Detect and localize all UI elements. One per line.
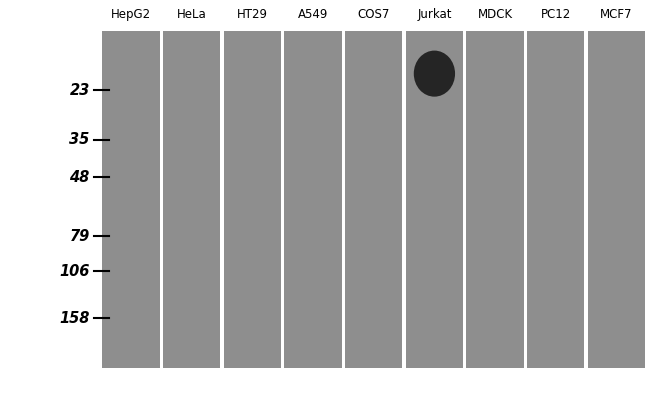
Text: MCF7: MCF7 [600, 8, 632, 21]
Bar [527, 31, 584, 368]
Bar [345, 31, 402, 368]
Text: HT29: HT29 [237, 8, 268, 21]
Bar [285, 31, 342, 368]
Text: HeLa: HeLa [177, 8, 207, 21]
Bar [588, 31, 645, 368]
Bar [103, 31, 160, 368]
Text: 48: 48 [70, 170, 90, 185]
Text: MDCK: MDCK [478, 8, 513, 21]
Text: HepG2: HepG2 [111, 8, 151, 21]
Ellipse shape [414, 51, 455, 97]
Text: 106: 106 [59, 264, 90, 279]
Text: PC12: PC12 [541, 8, 571, 21]
Text: A549: A549 [298, 8, 328, 21]
Text: 35: 35 [70, 133, 90, 148]
Bar [406, 31, 463, 368]
Bar [467, 31, 524, 368]
Text: 158: 158 [59, 311, 90, 326]
Text: 23: 23 [70, 83, 90, 98]
Text: Jurkat: Jurkat [417, 8, 452, 21]
Text: COS7: COS7 [358, 8, 390, 21]
Bar [163, 31, 220, 368]
Bar [224, 31, 281, 368]
Text: 79: 79 [70, 229, 90, 244]
